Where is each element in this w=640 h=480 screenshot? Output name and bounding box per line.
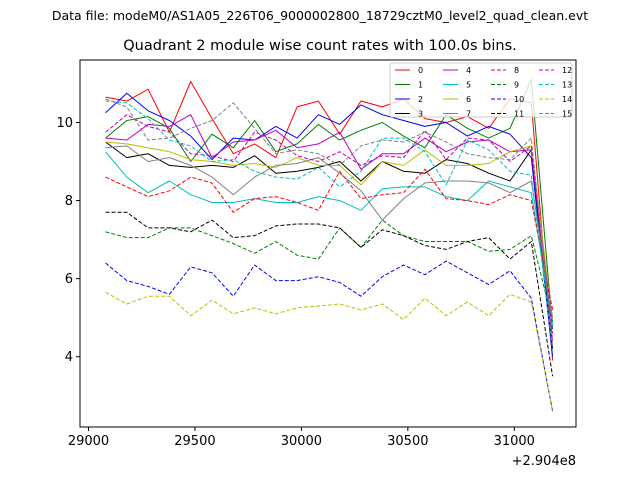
- x-axis-offset-text: +2.904e8: [512, 454, 576, 469]
- legend-label-2: 2: [418, 95, 423, 104]
- legend-label-8: 8: [514, 66, 519, 75]
- legend-label-9: 9: [514, 81, 519, 90]
- series-13-line: [105, 100, 554, 349]
- series-1-line: [105, 79, 554, 330]
- legend-label-1: 1: [418, 81, 423, 90]
- y-tick-label: 6: [65, 272, 73, 287]
- x-tick-label: 29000: [68, 434, 109, 449]
- legend-label-7: 7: [466, 110, 471, 119]
- series-15-line: [105, 98, 554, 346]
- series-8-line: [105, 168, 554, 310]
- legend-label-10: 10: [514, 95, 524, 104]
- x-tick-label: 31000: [494, 434, 535, 449]
- series-0-line: [105, 81, 554, 361]
- x-tick-label: 30500: [387, 434, 428, 449]
- y-tick-label: 10: [56, 116, 73, 131]
- legend-label-14: 14: [562, 95, 572, 104]
- legend-label-5: 5: [466, 81, 471, 90]
- legend-frame: [389, 62, 573, 118]
- series-11-line: [105, 211, 554, 377]
- y-axis: 4 6 8 10: [56, 116, 80, 365]
- series-2-line: [105, 92, 554, 357]
- series-layer: [105, 79, 554, 412]
- series-7-line: [105, 145, 554, 318]
- y-tick-label: 4: [65, 350, 73, 365]
- legend-label-6: 6: [466, 95, 471, 104]
- legend-label-13: 13: [562, 81, 572, 90]
- series-5-line: [105, 151, 554, 326]
- legend-label-12: 12: [562, 66, 572, 75]
- x-axis: 29000 29500 30000 30500 31000: [68, 427, 535, 449]
- legend-label-11: 11: [514, 110, 524, 119]
- x-tick-label: 29500: [174, 434, 215, 449]
- series-12-line: [105, 114, 554, 334]
- legend-label-0: 0: [418, 66, 423, 75]
- x-tick-label: 30000: [281, 434, 322, 449]
- y-tick-label: 8: [65, 194, 73, 209]
- legend-label-15: 15: [562, 110, 572, 119]
- legend-label-4: 4: [466, 66, 471, 75]
- series-10-line: [105, 260, 554, 412]
- series-14-line: [105, 291, 554, 412]
- chart-title: Quadrant 2 module wise count rates with …: [123, 38, 517, 54]
- legend-label-3: 3: [418, 110, 423, 119]
- series-3-line: [105, 141, 554, 349]
- axes-frame: [79, 59, 577, 428]
- series-9-line: [105, 219, 554, 322]
- series-4-line: [105, 114, 554, 342]
- suptitle: Data file: modeM0/AS1A05_226T06_90000028…: [52, 8, 588, 23]
